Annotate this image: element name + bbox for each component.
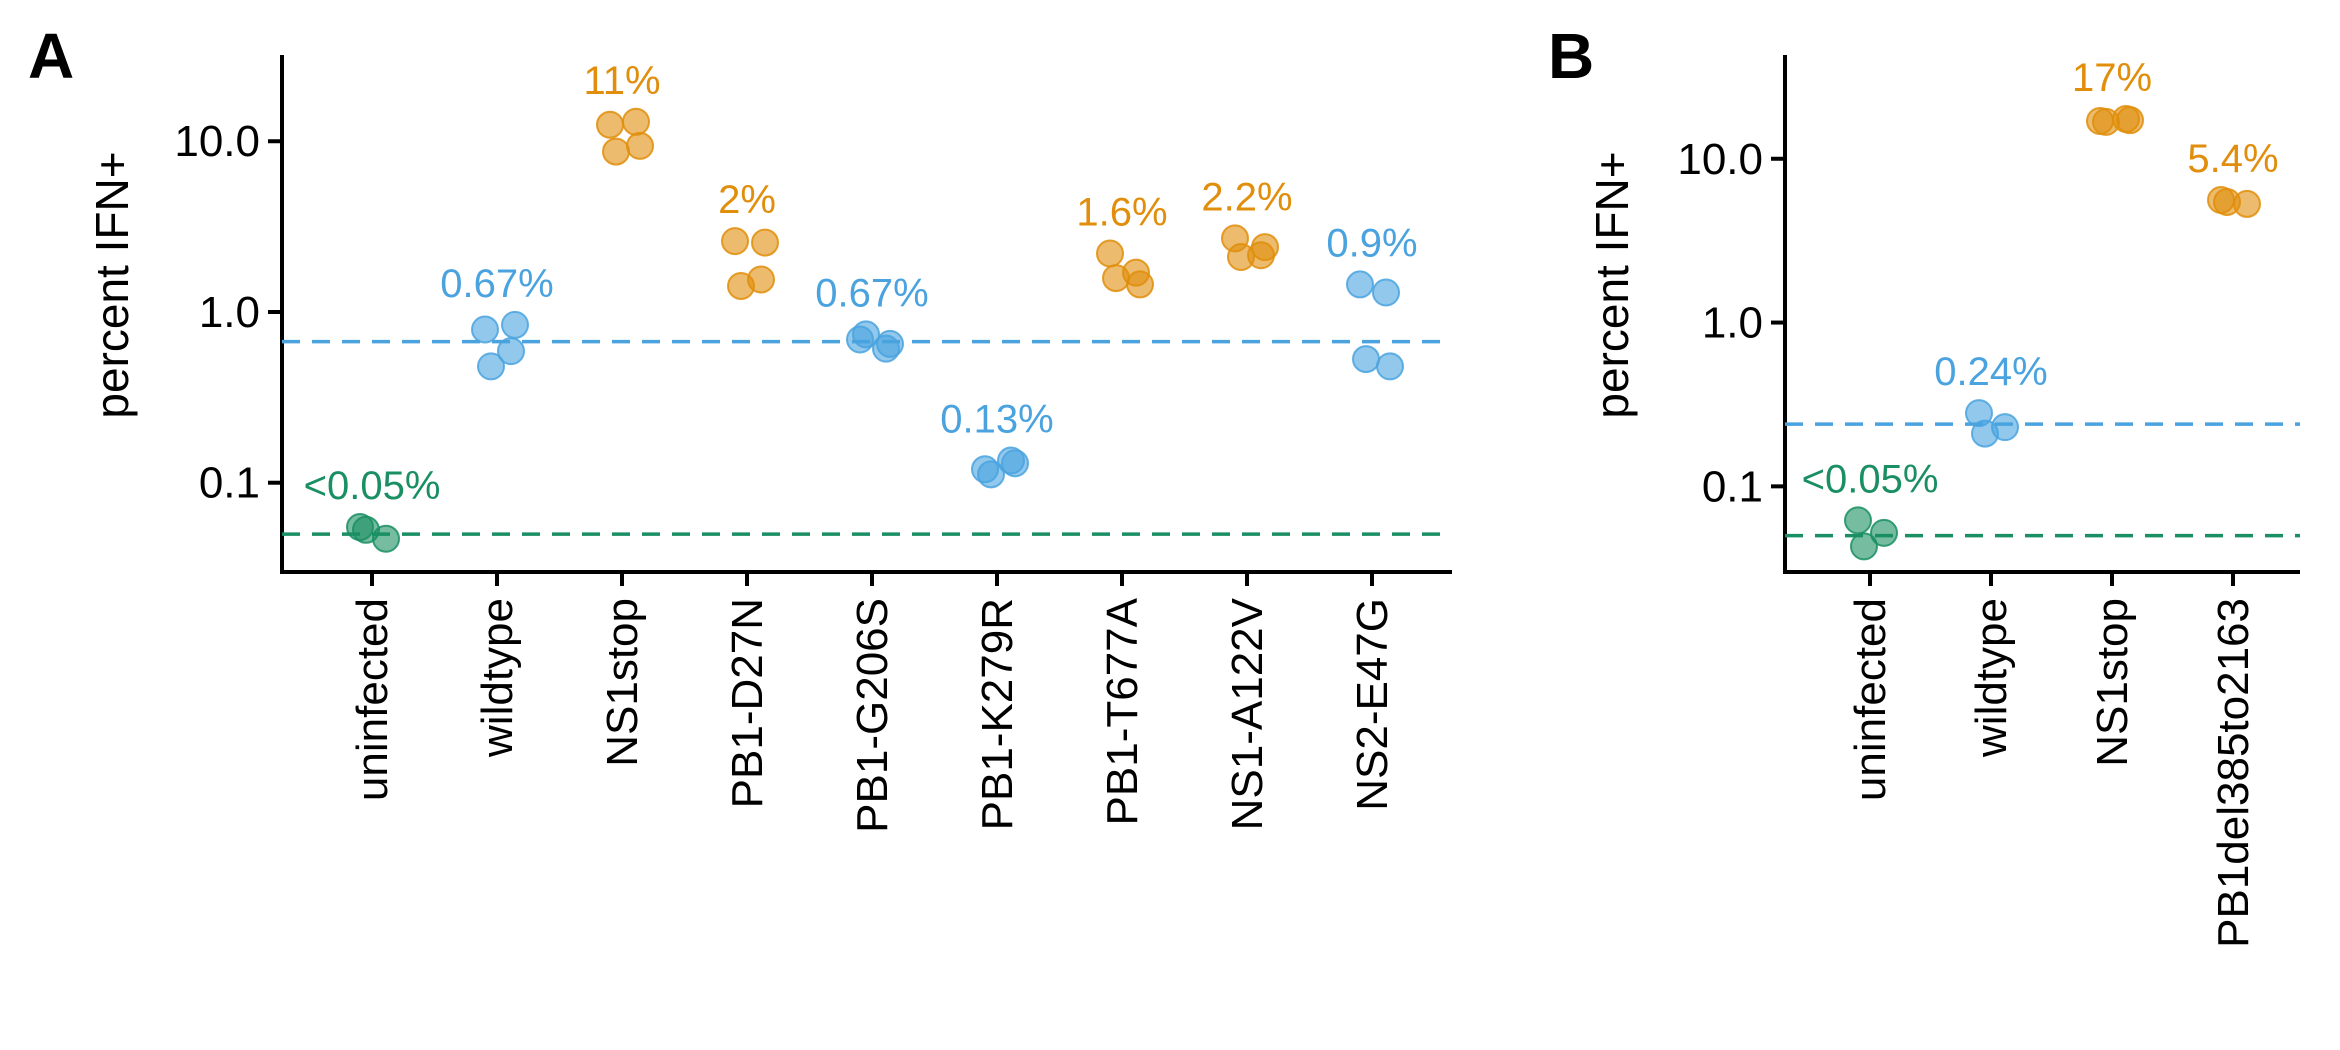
y-tick-label: 0.1 bbox=[199, 459, 260, 508]
panel-a-plot: 0.1 1.0 10.0 uninfected <0.05% wildtype 0.67% N… bbox=[174, 55, 1452, 833]
data-point bbox=[852, 320, 880, 349]
data-point bbox=[2092, 107, 2120, 136]
data-point bbox=[1126, 270, 1154, 299]
data-point bbox=[751, 228, 779, 257]
data-point bbox=[1376, 352, 1404, 381]
data-point bbox=[501, 310, 529, 339]
data-point bbox=[727, 271, 755, 300]
data-point bbox=[876, 329, 904, 358]
percent-annotation: 1.6% bbox=[1076, 191, 1167, 235]
data-point bbox=[977, 460, 1005, 489]
y-tick-label: 1.0 bbox=[199, 288, 260, 337]
data-point bbox=[2116, 106, 2144, 135]
x-tick-label: NS1-A122V bbox=[1223, 597, 1272, 830]
data-point bbox=[1001, 449, 1029, 478]
y-tick-label: 0.1 bbox=[1702, 462, 1763, 511]
y-tick-label: 10.0 bbox=[174, 117, 260, 166]
percent-annotation: 2.2% bbox=[1201, 175, 1292, 219]
y-axis-label-a: percent IFN+ bbox=[86, 151, 138, 418]
y-tick-label: 10.0 bbox=[1677, 135, 1763, 184]
x-tick-label: PB1-D27N bbox=[723, 598, 772, 808]
data-point bbox=[602, 137, 630, 166]
x-tick-label: uninfected bbox=[1846, 598, 1895, 801]
percent-annotation: 0.67% bbox=[815, 271, 928, 315]
data-point bbox=[1850, 532, 1878, 561]
data-point bbox=[471, 315, 499, 344]
y-tick-label: 1.0 bbox=[1702, 299, 1763, 348]
data-point bbox=[1227, 242, 1255, 271]
data-point bbox=[1251, 233, 1279, 262]
panel-b-plot: 0.1 1.0 10.0 uninfected <0.05% wildtype 0.24% N… bbox=[1677, 55, 2300, 948]
x-tick-label: NS2-E47G bbox=[1348, 598, 1397, 811]
percent-annotation: 17% bbox=[2072, 56, 2152, 100]
x-tick-label: PB1del385to2163 bbox=[2209, 598, 2258, 948]
y-axis-label-b: percent IFN+ bbox=[1586, 151, 1638, 418]
percent-annotation: 0.9% bbox=[1326, 221, 1417, 265]
percent-annotation: 5.4% bbox=[2187, 137, 2278, 181]
panel-label-a: A bbox=[28, 20, 74, 92]
data-point bbox=[721, 227, 749, 256]
data-point bbox=[626, 131, 654, 160]
x-tick-label: wildtype bbox=[1967, 598, 2016, 758]
percent-annotation: 0.13% bbox=[940, 397, 1053, 441]
data-point bbox=[1102, 264, 1130, 293]
x-tick-label: PB1-K279R bbox=[973, 598, 1022, 830]
x-tick-label: NS1stop bbox=[2088, 598, 2137, 767]
data-point bbox=[352, 515, 380, 544]
panel-label-b: B bbox=[1548, 20, 1594, 92]
data-point bbox=[1372, 278, 1400, 307]
data-point bbox=[622, 107, 650, 136]
data-point bbox=[1096, 239, 1124, 268]
x-tick-label: wildtype bbox=[473, 598, 522, 758]
x-tick-label: PB1-T677A bbox=[1098, 597, 1147, 825]
percent-annotation: <0.05% bbox=[1802, 457, 1939, 501]
percent-annotation: 0.67% bbox=[440, 262, 553, 306]
data-point bbox=[1870, 518, 1898, 547]
x-tick-label: uninfected bbox=[348, 598, 397, 801]
percent-annotation: <0.05% bbox=[304, 464, 441, 508]
percent-annotation: 2% bbox=[718, 178, 776, 222]
x-tick-label: PB1-G206S bbox=[848, 598, 897, 833]
x-tick-label: NS1stop bbox=[598, 598, 647, 767]
data-point bbox=[477, 352, 505, 381]
data-point bbox=[596, 110, 624, 139]
data-point bbox=[2213, 187, 2241, 216]
data-point bbox=[1844, 506, 1872, 535]
percent-annotation: 11% bbox=[583, 59, 660, 103]
data-point bbox=[1346, 270, 1374, 299]
data-point bbox=[1352, 345, 1380, 374]
percent-annotation: 0.24% bbox=[1934, 350, 2047, 394]
data-point bbox=[1971, 419, 1999, 448]
